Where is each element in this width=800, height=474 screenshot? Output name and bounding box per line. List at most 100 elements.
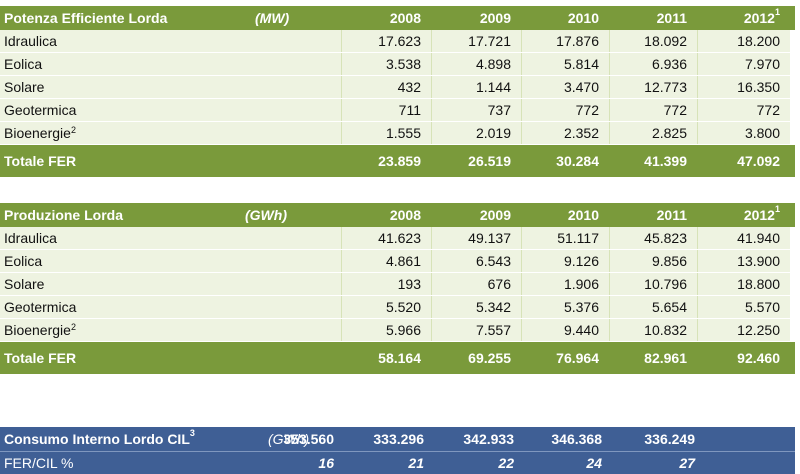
potenza-year-2012: 20121: [743, 7, 780, 26]
produzione-year-2009: 2009: [479, 207, 511, 223]
consumo-table: Consumo Interno Lordo CIL3 (GWh) 353.560…: [0, 427, 795, 474]
produzione-total-2008: 58.164: [378, 350, 421, 366]
row-value: 5.966: [341, 319, 431, 341]
table-row: Bioenergie 2 5.966 7.557 9.440 10.832 12.250: [0, 319, 795, 342]
row-footnote: 2: [70, 322, 76, 332]
table-row: Solare 193 676 1.906 10.796 18.800: [0, 273, 795, 296]
produzione-total-2009: 69.255: [468, 350, 511, 366]
row-value: 5.814: [521, 53, 609, 75]
produzione-year-2008: 2008: [389, 207, 421, 223]
row-label-text: Idraulica: [4, 230, 57, 246]
produzione-table: Produzione Lorda (GWh) 2008 2009 2010 20…: [0, 203, 795, 374]
row-value: 4.898: [431, 53, 521, 75]
potenza-total-label: Totale FER: [4, 153, 77, 169]
produzione-title: Produzione Lorda: [4, 207, 123, 223]
row-value: 9.440: [521, 319, 609, 341]
row-value: 1.144: [431, 76, 521, 98]
row-value: 13.900: [697, 250, 790, 272]
produzione-total-2010: 76.964: [556, 350, 599, 366]
potenza-total-2012: 47.092: [737, 153, 780, 169]
row-label-text: Geotermica: [4, 102, 77, 118]
fer-cil-2008: 16: [318, 455, 334, 471]
row-label: Solare: [0, 76, 252, 98]
potenza-total-2010: 30.284: [556, 153, 599, 169]
row-value: 432: [341, 76, 431, 98]
row-label: Eolica: [0, 250, 252, 272]
potenza-year-2008: 2008: [389, 10, 421, 26]
potenza-header-row: Potenza Efficiente Lorda (MW) 2008 2009 …: [0, 6, 795, 30]
row-label: Eolica: [0, 53, 252, 75]
row-value: 12.250: [697, 319, 790, 341]
row-value: 5.520: [341, 296, 431, 318]
row-label-text: Idraulica: [4, 33, 57, 49]
row-value: 3.538: [341, 53, 431, 75]
potenza-year-2009: 2009: [479, 10, 511, 26]
table-row: Geotermica 5.520 5.342 5.376 5.654 5.570: [0, 296, 795, 319]
row-label-text: Solare: [4, 79, 45, 95]
consumo-2008: 353.560: [283, 431, 334, 447]
row-value: 4.861: [341, 250, 431, 272]
row-value: 5.376: [521, 296, 609, 318]
row-value: 17.876: [521, 30, 609, 52]
consumo-label: Consumo Interno Lordo CIL: [4, 431, 190, 447]
row-value: 7.970: [697, 53, 790, 75]
row-value: 193: [341, 273, 431, 295]
row-value: 3.800: [697, 122, 790, 144]
row-value: 1.555: [341, 122, 431, 144]
table-row: Eolica 4.861 6.543 9.126 9.856 13.900: [0, 250, 795, 273]
row-value: 2.352: [521, 122, 609, 144]
potenza-year-2010: 2010: [567, 10, 599, 26]
row-value: 5.342: [431, 296, 521, 318]
row-label: Idraulica: [0, 30, 252, 52]
row-value: 9.126: [521, 250, 609, 272]
consumo-2009: 333.296: [373, 431, 424, 447]
consumo-unit: (GWh): [268, 431, 310, 447]
row-value: 18.092: [609, 30, 697, 52]
row-value: 16.350: [697, 76, 790, 98]
potenza-total-2009: 26.519: [468, 153, 511, 169]
fer-cil-row: FER/CIL % 16 21 22 24 27: [0, 451, 795, 474]
row-label-text: Bioenergie: [4, 125, 71, 141]
table-row: Eolica 3.538 4.898 5.814 6.936 7.970: [0, 53, 795, 76]
table-row: Solare 432 1.144 3.470 12.773 16.350: [0, 76, 795, 99]
row-value: 49.137: [431, 227, 521, 249]
produzione-total-label: Totale FER: [4, 350, 77, 366]
table-row: Idraulica 17.623 17.721 17.876 18.092 18.200: [0, 30, 795, 53]
produzione-year-2011: 2011: [656, 207, 687, 223]
row-label-text: Eolica: [4, 56, 43, 72]
potenza-unit: (MW): [255, 10, 290, 26]
row-value: 1.906: [521, 273, 609, 295]
row-value: 5.654: [609, 296, 697, 318]
fer-cil-2009: 21: [408, 455, 424, 471]
fer-cil-2010: 22: [498, 455, 514, 471]
row-value: 6.936: [609, 53, 697, 75]
row-value: 41.940: [697, 227, 790, 249]
row-value: 10.796: [609, 273, 697, 295]
row-value: 7.557: [431, 319, 521, 341]
row-value: 41.623: [341, 227, 431, 249]
row-value: 12.773: [609, 76, 697, 98]
table-row: Idraulica 41.623 49.137 51.117 45.823 41.940: [0, 227, 795, 250]
row-footnote: 2: [70, 125, 76, 135]
row-value: 10.832: [609, 319, 697, 341]
row-label-text: Geotermica: [4, 299, 77, 315]
produzione-year-2012: 20121: [743, 204, 780, 223]
row-value: 737: [431, 99, 521, 121]
row-label-text: Solare: [4, 276, 45, 292]
row-value: 9.856: [609, 250, 697, 272]
row-value: 18.800: [697, 273, 790, 295]
row-value: 772: [521, 99, 609, 121]
row-label-text: Eolica: [4, 253, 43, 269]
potenza-title: Potenza Efficiente Lorda: [4, 10, 168, 26]
row-label: Bioenergie 2: [0, 319, 252, 341]
fer-cil-label: FER/CIL %: [4, 455, 74, 471]
table-row: Geotermica 711 737 772 772 772: [0, 99, 795, 122]
row-value: 2.825: [609, 122, 697, 144]
row-value: 676: [431, 273, 521, 295]
row-label: Idraulica: [0, 227, 252, 249]
row-value: 5.570: [697, 296, 790, 318]
potenza-total-2008: 23.859: [378, 153, 421, 169]
row-value: 6.543: [431, 250, 521, 272]
produzione-total-2012: 92.460: [737, 350, 780, 366]
row-value: 17.721: [431, 30, 521, 52]
